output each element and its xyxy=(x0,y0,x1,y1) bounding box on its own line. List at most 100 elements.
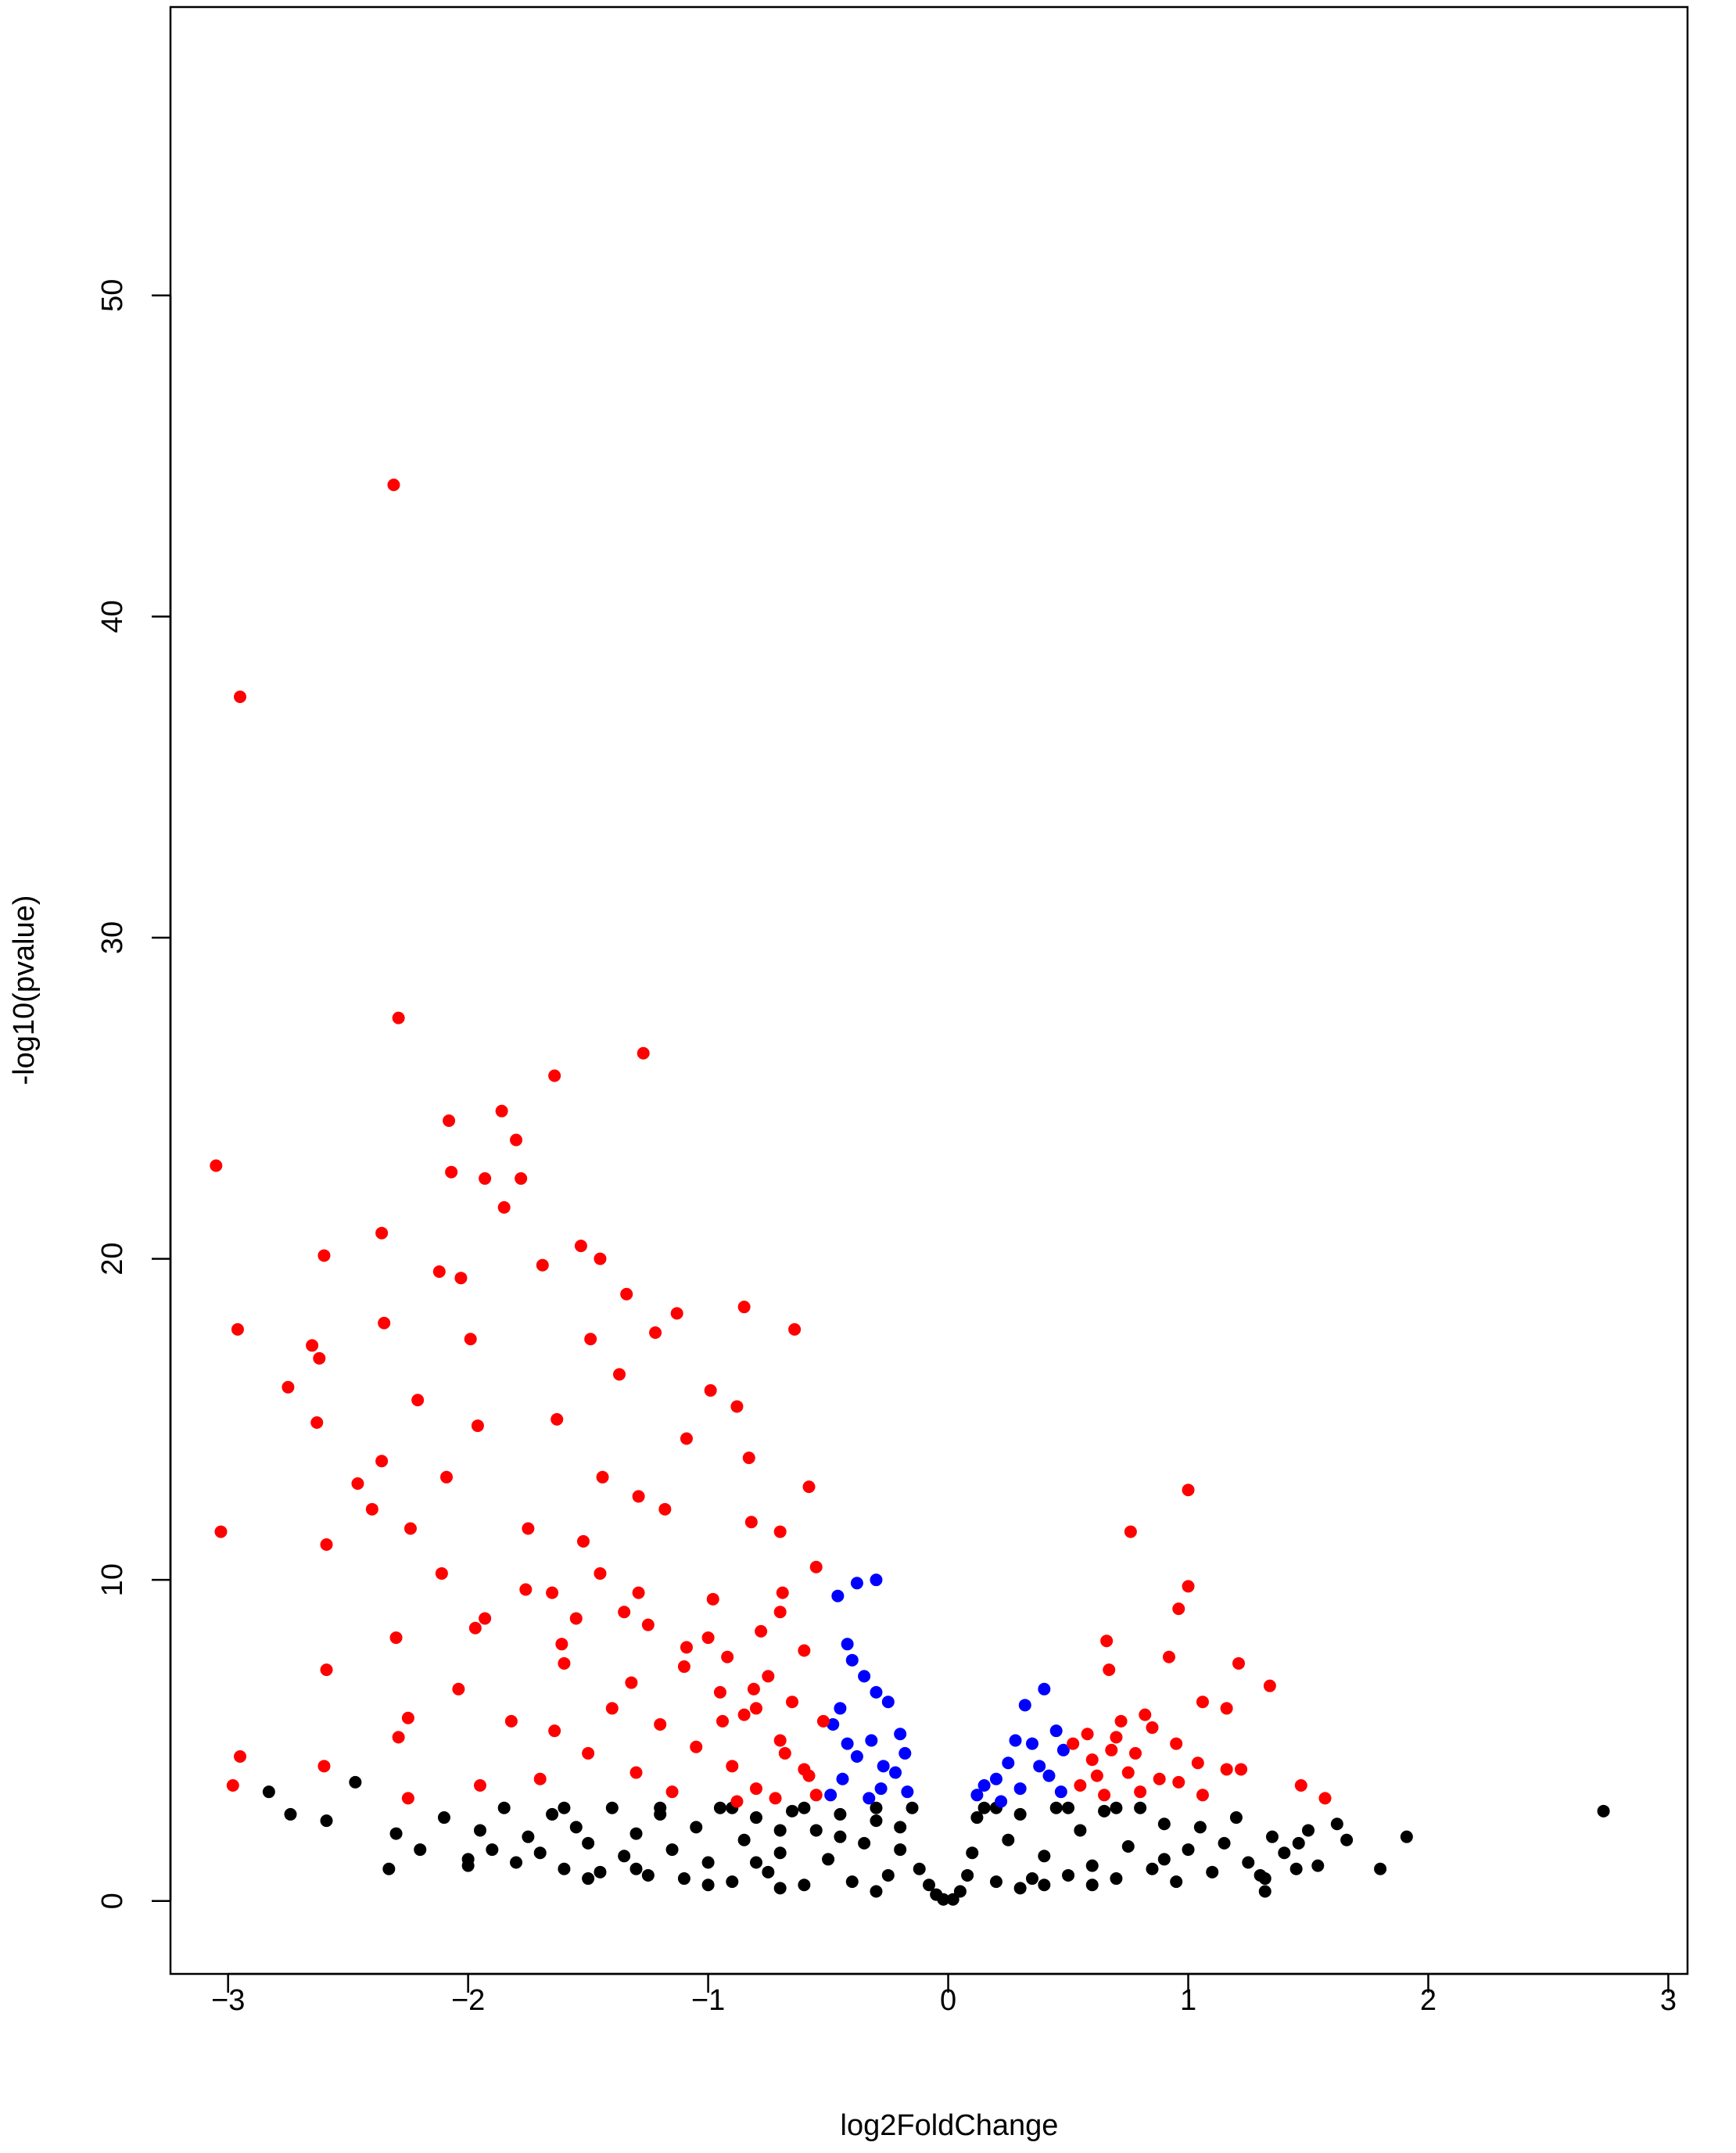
data-point xyxy=(392,1011,405,1024)
data-point xyxy=(365,1502,378,1516)
data-point xyxy=(737,1301,751,1314)
data-point xyxy=(654,1801,667,1814)
data-point xyxy=(773,1606,787,1619)
data-point xyxy=(1085,1878,1099,1892)
data-point xyxy=(632,1586,645,1599)
data-point xyxy=(594,1252,607,1265)
data-point xyxy=(845,1875,859,1889)
data-point xyxy=(1254,1868,1267,1882)
data-point xyxy=(834,1830,847,1843)
data-point xyxy=(479,1612,492,1625)
data-point xyxy=(769,1792,782,1805)
data-point xyxy=(1100,1634,1114,1648)
data-point xyxy=(1018,1699,1031,1712)
data-point xyxy=(533,1772,547,1785)
data-point xyxy=(317,1249,331,1262)
plot-frame xyxy=(169,5,1689,1975)
data-point xyxy=(1042,1769,1056,1782)
data-point xyxy=(637,1046,650,1060)
data-point xyxy=(730,1400,744,1413)
data-point xyxy=(1074,1778,1087,1792)
data-point xyxy=(1278,1846,1291,1860)
data-point xyxy=(320,1538,333,1552)
data-point xyxy=(1289,1862,1303,1875)
data-point xyxy=(1103,1663,1116,1677)
data-point xyxy=(1085,1859,1099,1872)
data-point xyxy=(802,1480,816,1494)
data-point xyxy=(629,1862,643,1875)
data-point xyxy=(989,1875,1003,1889)
data-point xyxy=(1002,1833,1015,1846)
data-point xyxy=(440,1470,454,1484)
data-point xyxy=(961,1868,974,1882)
data-point xyxy=(665,1785,679,1799)
data-point xyxy=(937,1893,950,1906)
data-point xyxy=(870,1814,883,1828)
data-point xyxy=(874,1782,888,1796)
data-point xyxy=(1235,1763,1248,1776)
data-point xyxy=(1597,1804,1610,1817)
data-point xyxy=(432,1265,446,1278)
data-point xyxy=(1110,1731,1123,1744)
data-point xyxy=(349,1775,362,1789)
data-point xyxy=(1025,1872,1038,1886)
data-point xyxy=(546,1807,559,1821)
data-point xyxy=(1220,1763,1233,1776)
data-point xyxy=(1009,1734,1022,1747)
data-point xyxy=(533,1846,547,1860)
data-point xyxy=(1013,1782,1027,1796)
data-point xyxy=(1098,1789,1111,1802)
data-point xyxy=(284,1807,297,1821)
data-point xyxy=(776,1586,789,1599)
data-point xyxy=(445,1165,458,1179)
data-point xyxy=(262,1785,275,1799)
data-point xyxy=(1182,1580,1195,1593)
data-point xyxy=(1139,1708,1152,1721)
data-point xyxy=(726,1760,739,1773)
data-point xyxy=(1196,1789,1209,1802)
data-point xyxy=(742,1451,755,1465)
data-point xyxy=(618,1606,631,1619)
data-point xyxy=(375,1226,389,1240)
data-point xyxy=(706,1592,719,1606)
data-point xyxy=(1374,1862,1387,1875)
data-point xyxy=(778,1746,791,1760)
data-point xyxy=(730,1795,744,1808)
data-point xyxy=(786,1804,799,1817)
data-point xyxy=(1121,1839,1135,1853)
data-point xyxy=(841,1638,854,1651)
data-point xyxy=(870,1685,883,1699)
data-point xyxy=(1056,1743,1070,1756)
data-point xyxy=(798,1801,811,1814)
data-point xyxy=(464,1333,477,1346)
data-point xyxy=(234,1750,247,1764)
data-point xyxy=(1074,1824,1087,1837)
data-point xyxy=(901,1785,914,1799)
data-point xyxy=(522,1830,535,1843)
data-point xyxy=(841,1737,854,1750)
data-point xyxy=(313,1351,326,1365)
data-point xyxy=(716,1714,730,1728)
data-point xyxy=(1232,1656,1245,1670)
data-point xyxy=(1038,1878,1051,1892)
data-point xyxy=(1062,1801,1075,1814)
data-point xyxy=(641,1618,655,1631)
data-point xyxy=(894,1821,907,1834)
data-point xyxy=(1121,1766,1135,1779)
data-point xyxy=(625,1676,638,1689)
data-point xyxy=(858,1836,871,1850)
data-point xyxy=(351,1477,364,1490)
data-point xyxy=(1263,1679,1276,1692)
data-point xyxy=(1049,1724,1063,1738)
data-point xyxy=(894,1728,907,1741)
data-point xyxy=(536,1258,549,1272)
data-point xyxy=(865,1734,878,1747)
data-point xyxy=(966,1846,979,1860)
data-point xyxy=(762,1865,775,1878)
data-point xyxy=(898,1746,912,1760)
data-point xyxy=(798,1644,811,1657)
data-point xyxy=(1182,1843,1195,1857)
data-point xyxy=(704,1383,717,1397)
data-point xyxy=(726,1875,739,1889)
data-point xyxy=(744,1516,758,1529)
